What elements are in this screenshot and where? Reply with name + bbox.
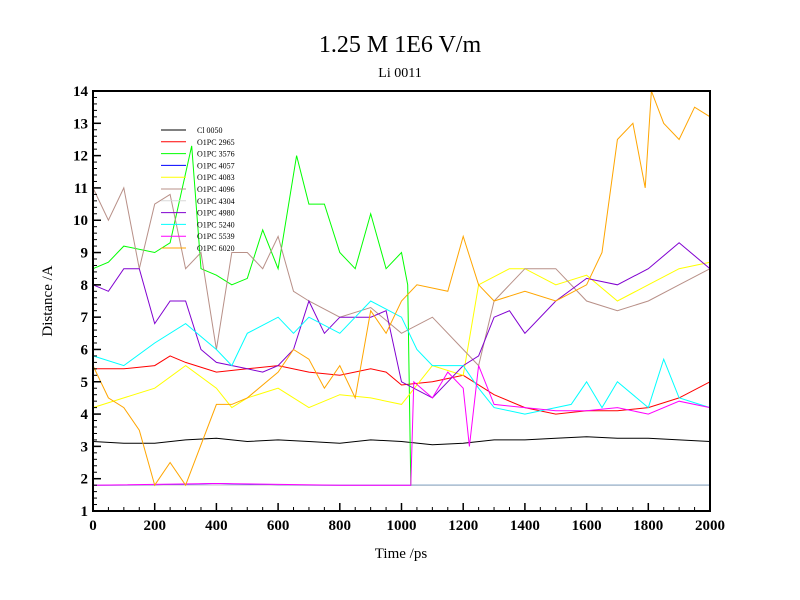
x-tick-label: 0	[89, 518, 97, 534]
legend-label: O1PC 6020	[197, 244, 235, 253]
x-tick-label: 1400	[510, 518, 540, 534]
chart-subtitle: Li 0011	[378, 66, 422, 81]
axes: 0 200 400 600 800 1000 1200 1400 1600 1800 2000123…	[73, 84, 725, 534]
y-axis-label: Distance /A	[40, 265, 56, 336]
legend-label: Cl 0050	[197, 126, 223, 135]
series-line-0	[92, 436, 711, 446]
x-tick-label: 1800	[633, 518, 663, 534]
y-tick-label: 1	[81, 504, 89, 520]
series-line-1	[93, 355, 711, 415]
y-tick-label: 9	[81, 246, 89, 262]
x-tick-label: 200	[143, 518, 166, 534]
y-tick-label: 5	[81, 375, 89, 391]
series-line-5	[92, 186, 711, 367]
legend-label: O1PC 4096	[197, 185, 235, 194]
legend-label: O1PC 3576	[197, 150, 235, 159]
legend-label: O1PC 4083	[197, 173, 235, 182]
y-tick-label: 12	[73, 149, 88, 165]
y-tick-label: 3	[81, 439, 89, 455]
y-tick-label: 7	[81, 310, 89, 326]
series-line-10	[92, 90, 711, 487]
x-tick-label: 400	[205, 518, 228, 534]
x-tick-label: 800	[329, 518, 352, 534]
y-tick-label: 2	[81, 472, 89, 488]
series-lines	[92, 90, 711, 487]
series-line-8	[92, 300, 711, 415]
x-axis-label: Time /ps	[375, 546, 428, 562]
y-tick-label: 13	[73, 116, 88, 132]
y-tick-label: 14	[73, 84, 89, 100]
x-tick-label: 1600	[572, 518, 602, 534]
legend-label: O1PC 4980	[197, 209, 235, 218]
series-line-9	[92, 365, 711, 486]
x-tick-label: 1200	[448, 518, 478, 534]
y-tick-label: 8	[81, 278, 89, 294]
legend-label: O1PC 5240	[197, 220, 235, 229]
x-tick-label: 2000	[695, 518, 725, 534]
x-tick-label: 1000	[387, 518, 417, 534]
series-line-2	[92, 145, 710, 486]
chart-title: 1.25 M 1E6 V/m	[318, 32, 482, 58]
x-tick-label: 600	[267, 518, 290, 534]
legend-label: O1PC 5539	[197, 232, 235, 241]
legend-label: O1PC 4057	[197, 161, 235, 170]
y-tick-label: 11	[74, 181, 88, 197]
series-line-4	[92, 261, 711, 409]
y-tick-label: 10	[73, 213, 88, 229]
legend-label: O1PC 4304	[197, 197, 235, 206]
y-tick-label: 4	[81, 407, 89, 423]
y-tick-label: 6	[81, 342, 89, 358]
legend-label: O1PC 2965	[197, 138, 235, 147]
legend: Cl 0050 O1PC 2965 O1PC 3576 O1PC 4057 O1PC 4…	[161, 126, 235, 253]
